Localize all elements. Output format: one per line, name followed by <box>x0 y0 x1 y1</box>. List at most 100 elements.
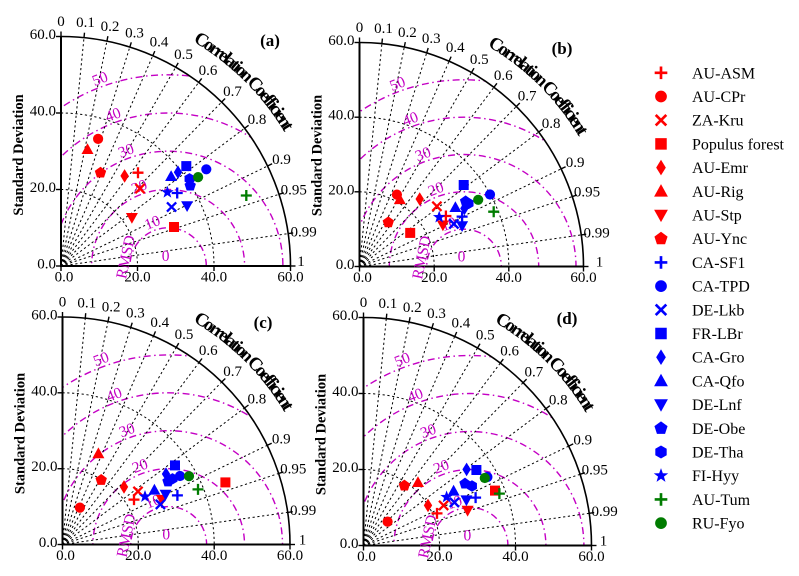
svg-text:0.4: 0.4 <box>446 40 465 56</box>
svg-text:0.99: 0.99 <box>290 224 316 240</box>
svg-text:60.0: 60.0 <box>328 33 354 49</box>
svg-text:0.8: 0.8 <box>248 112 267 128</box>
svg-text:0: 0 <box>356 20 364 36</box>
svg-text:0.6: 0.6 <box>494 68 513 84</box>
svg-text:0.99: 0.99 <box>583 226 609 242</box>
svg-text:0.0: 0.0 <box>55 270 74 286</box>
svg-text:0.4: 0.4 <box>150 315 169 331</box>
svg-text:AU-Ync: AU-Ync <box>692 231 747 248</box>
svg-text:0.0: 0.0 <box>357 549 376 565</box>
svg-text:0.0: 0.0 <box>39 535 58 551</box>
svg-text:0.8: 0.8 <box>549 392 568 408</box>
svg-text:40.0: 40.0 <box>502 549 528 565</box>
svg-text:1: 1 <box>596 255 604 271</box>
svg-text:Standard Deviation: Standard Deviation <box>310 95 326 216</box>
svg-text:0.95: 0.95 <box>574 185 600 201</box>
svg-text:0.9: 0.9 <box>272 432 291 448</box>
svg-text:0.8: 0.8 <box>542 116 561 132</box>
svg-text:0: 0 <box>162 527 170 544</box>
svg-text:60.0: 60.0 <box>332 308 358 324</box>
svg-text:40.0: 40.0 <box>201 270 227 286</box>
svg-text:0.3: 0.3 <box>427 306 446 322</box>
svg-text:0.1: 0.1 <box>77 296 96 312</box>
svg-text:0: 0 <box>458 249 466 266</box>
svg-text:DE-Tha: DE-Tha <box>692 445 744 462</box>
svg-text:0.2: 0.2 <box>403 300 422 316</box>
svg-text:0.6: 0.6 <box>199 63 218 79</box>
svg-text:20.0: 20.0 <box>30 180 56 196</box>
svg-text:0.7: 0.7 <box>223 84 242 100</box>
svg-text:(d): (d) <box>557 309 578 328</box>
svg-text:0.0: 0.0 <box>56 548 75 564</box>
svg-text:0.7: 0.7 <box>525 365 544 381</box>
svg-text:Populus forest: Populus forest <box>692 136 785 153</box>
svg-text:FR-LBr: FR-LBr <box>692 326 743 343</box>
svg-text:0.5: 0.5 <box>175 327 194 343</box>
svg-text:0: 0 <box>360 295 368 311</box>
svg-text:0.1: 0.1 <box>76 15 95 31</box>
svg-text:0.9: 0.9 <box>272 152 291 168</box>
svg-text:0: 0 <box>59 295 67 311</box>
svg-text:0.6: 0.6 <box>199 343 218 359</box>
svg-text:40.0: 40.0 <box>332 384 358 400</box>
svg-text:0.2: 0.2 <box>398 25 417 41</box>
svg-text:1: 1 <box>299 533 307 549</box>
svg-text:60.0: 60.0 <box>578 549 604 565</box>
svg-text:0: 0 <box>464 528 472 545</box>
svg-text:AU-Stp: AU-Stp <box>692 208 742 225</box>
svg-text:CA-Gro: CA-Gro <box>692 350 744 367</box>
svg-text:CA-Qfo: CA-Qfo <box>692 373 744 390</box>
svg-text:CA-SF1: CA-SF1 <box>692 255 745 272</box>
svg-text:Standard Deviation: Standard Deviation <box>314 374 330 495</box>
svg-text:40.0: 40.0 <box>30 104 56 120</box>
svg-text:1: 1 <box>600 534 608 550</box>
svg-text:AU-CPr: AU-CPr <box>692 89 746 106</box>
svg-text:CA-TPD: CA-TPD <box>692 279 750 296</box>
svg-text:(a): (a) <box>260 31 280 50</box>
svg-text:FI-Hyy: FI-Hyy <box>692 468 739 485</box>
svg-text:0.95: 0.95 <box>281 183 307 199</box>
svg-text:RU-Fyo: RU-Fyo <box>692 516 744 533</box>
svg-text:0.5: 0.5 <box>476 328 495 344</box>
svg-text:DE-Lnf: DE-Lnf <box>692 397 742 414</box>
svg-text:0.3: 0.3 <box>126 306 145 322</box>
svg-text:0.1: 0.1 <box>379 296 398 312</box>
svg-text:0.3: 0.3 <box>422 31 441 47</box>
svg-text:Standard Deviation: Standard Deviation <box>11 94 27 215</box>
svg-text:0.0: 0.0 <box>336 257 355 273</box>
svg-text:0.9: 0.9 <box>573 432 592 448</box>
svg-text:40.0: 40.0 <box>496 270 522 286</box>
svg-text:0.3: 0.3 <box>125 25 144 41</box>
svg-text:AU-Rig: AU-Rig <box>692 184 744 201</box>
svg-text:40.0: 40.0 <box>31 383 57 399</box>
svg-text:0.0: 0.0 <box>340 536 359 552</box>
svg-text:1: 1 <box>297 254 305 270</box>
svg-text:AU-Tum: AU-Tum <box>692 492 751 509</box>
svg-text:0.99: 0.99 <box>290 503 316 519</box>
svg-text:(b): (b) <box>552 39 573 58</box>
svg-text:0.7: 0.7 <box>518 89 537 105</box>
svg-text:0.0: 0.0 <box>353 270 372 286</box>
svg-text:DE-Lkb: DE-Lkb <box>692 302 744 319</box>
svg-text:60.0: 60.0 <box>31 308 57 324</box>
svg-text:0.9: 0.9 <box>566 155 585 171</box>
svg-text:0.8: 0.8 <box>248 392 267 408</box>
svg-text:0.5: 0.5 <box>174 47 193 63</box>
svg-text:AU-ASM: AU-ASM <box>692 65 755 82</box>
svg-text:0.95: 0.95 <box>280 462 306 478</box>
svg-text:0.5: 0.5 <box>470 52 489 68</box>
svg-text:20.0: 20.0 <box>332 460 358 476</box>
svg-text:60.0: 60.0 <box>30 27 56 43</box>
svg-text:0.6: 0.6 <box>500 344 519 360</box>
svg-text:Standard Deviation: Standard Deviation <box>13 373 29 494</box>
svg-text:0.2: 0.2 <box>102 299 121 315</box>
svg-text:0: 0 <box>162 248 170 265</box>
svg-text:60.0: 60.0 <box>277 270 303 286</box>
svg-text:0.2: 0.2 <box>101 19 120 35</box>
svg-text:0.4: 0.4 <box>150 35 169 51</box>
svg-text:DE-Obe: DE-Obe <box>692 421 745 438</box>
svg-text:0.7: 0.7 <box>223 364 242 380</box>
svg-text:60.0: 60.0 <box>277 548 303 564</box>
svg-text:0: 0 <box>57 14 65 30</box>
svg-text:40.0: 40.0 <box>328 108 354 124</box>
